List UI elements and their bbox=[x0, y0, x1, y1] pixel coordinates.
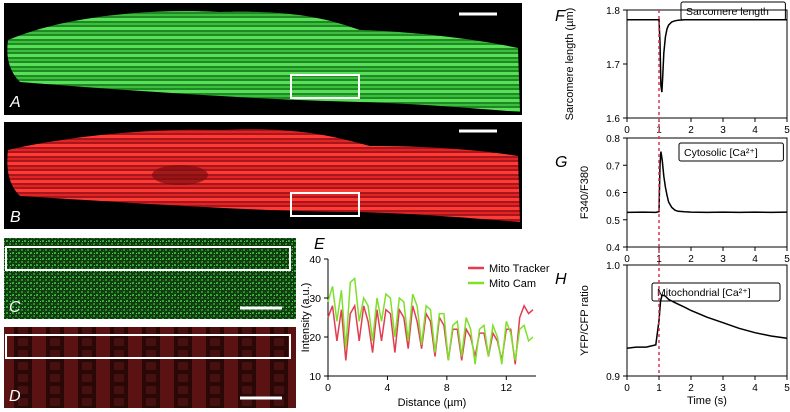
panel-e-x-tick-label: 4 bbox=[385, 382, 391, 394]
panel-h-chart: 0 1 2 3 4 5 0.9 1.0 YFP/CFP ratio Time (s) Mitocho… bbox=[579, 261, 790, 407]
panel-g-annotation-box bbox=[678, 142, 784, 162]
panel-g-annotation-text: Cytosolic [Ca²⁺] bbox=[684, 147, 758, 159]
panel-g-x-tick-label: 3 bbox=[720, 254, 726, 265]
panel-f-y-tick-label: 1.8 bbox=[606, 6, 620, 17]
panel-f-x-tick-label: 3 bbox=[720, 125, 726, 136]
panel-f-annotation-text: Sarcomere length bbox=[686, 6, 769, 18]
panel-e-series-mito-cam bbox=[327, 276, 534, 365]
panel-e-y-axis-label: Intensity (a.u.) bbox=[300, 283, 312, 353]
panel-b-roi-box bbox=[290, 192, 360, 217]
panel-e-x-tick-label: 8 bbox=[444, 382, 450, 394]
panel-g-x-tick-label: 2 bbox=[688, 254, 694, 265]
panel-e-legend-label: Mito Cam bbox=[489, 278, 536, 290]
panel-h-label: H bbox=[555, 271, 567, 288]
panel-g-x-tick-label: 0 bbox=[624, 254, 630, 265]
panel-g-label: G bbox=[555, 154, 567, 171]
panel-a-roi-box bbox=[290, 74, 360, 99]
panel-e-label: E bbox=[314, 236, 325, 253]
panel-e-x-axis-label: Distance (µm) bbox=[398, 397, 467, 409]
panel-f-x-tick-label: 2 bbox=[688, 125, 694, 136]
panel-g-chart: 0 1 2 3 4 5 0.4 0.5 0.6 0.7 0.8 F340/F380 Cytosolic … bbox=[579, 134, 790, 265]
panel-f-x-tick-label: 4 bbox=[752, 125, 758, 136]
panel-d-image: D bbox=[4, 327, 296, 408]
panel-b-label: B bbox=[10, 209, 21, 226]
panel-f-y-tick-label: 1.7 bbox=[606, 60, 620, 71]
panel-g-y-tick-label: 0.4 bbox=[606, 243, 620, 254]
panel-h-y-axis-label: YFP/CFP ratio bbox=[579, 285, 591, 356]
panel-f-x-tick-label: 5 bbox=[784, 125, 790, 136]
panel-h-annotation-text: Mitochondrial [Ca²⁺] bbox=[657, 287, 751, 299]
panel-h-x-tick-label: 3 bbox=[720, 383, 726, 394]
panel-a-image: A bbox=[4, 3, 522, 115]
panel-h-x-tick-label: 2 bbox=[688, 383, 694, 394]
panel-f-plot-frame bbox=[626, 9, 788, 119]
panel-f-annotation-box bbox=[680, 1, 786, 21]
panel-f-y-axis-label: Sarcomere length (µm) bbox=[564, 8, 576, 121]
panel-f-y-tick-label: 1.6 bbox=[606, 114, 620, 125]
panel-c-image: C bbox=[4, 238, 296, 319]
panel-h-x-axis-label: Time (s) bbox=[687, 395, 727, 407]
panel-h-x-tick-label: 1 bbox=[656, 383, 662, 394]
panel-h-annotation-box bbox=[651, 282, 781, 302]
panel-h-y-tick-label: 0.9 bbox=[606, 372, 620, 383]
panel-h-y-tick-label: 1.0 bbox=[606, 261, 620, 272]
panel-f-label: F bbox=[555, 8, 566, 25]
panel-g-y-tick-label: 0.6 bbox=[606, 189, 620, 200]
panel-d-label: D bbox=[9, 388, 21, 405]
panel-g-x-tick-label: 4 bbox=[752, 254, 758, 265]
panel-e-x-tick-label: 12 bbox=[500, 382, 512, 394]
panel-g-y-tick-label: 0.7 bbox=[606, 161, 620, 172]
panel-c-roi-box bbox=[5, 246, 291, 271]
panel-g-x-tick-label: 5 bbox=[784, 254, 790, 265]
panel-e-legend-label: Mito Tracker bbox=[489, 263, 550, 275]
panel-e-y-tick-label: 20 bbox=[309, 332, 321, 344]
panel-g-y-axis-label: F340/F380 bbox=[579, 166, 591, 219]
panel-c-label: C bbox=[9, 299, 21, 316]
panel-f-x-tick-label: 0 bbox=[624, 125, 630, 136]
panel-h-x-tick-label: 0 bbox=[624, 383, 630, 394]
panel-h-x-tick-label: 5 bbox=[784, 383, 790, 394]
panel-g-y-tick-label: 0.8 bbox=[606, 134, 620, 145]
panel-g-series-0 bbox=[626, 151, 788, 214]
panel-h-plot-frame bbox=[626, 264, 788, 377]
panel-h-series-0 bbox=[626, 294, 788, 349]
panel-h-x-tick-label: 4 bbox=[752, 383, 758, 394]
panel-d-roi-box bbox=[5, 334, 291, 359]
panel-g-x-tick-label: 1 bbox=[656, 254, 662, 265]
panel-a-label: A bbox=[9, 94, 21, 111]
panel-g-y-tick-label: 0.5 bbox=[606, 216, 620, 227]
panel-e-y-tick-label: 30 bbox=[309, 293, 321, 305]
panel-b-image: B bbox=[4, 122, 522, 229]
panel-e-x-tick-label: 0 bbox=[325, 382, 331, 394]
panel-e-y-tick-label: 40 bbox=[309, 254, 321, 266]
panel-e-chart: 0 4 8 12 10 20 30 40 Intensity (a.u.) Distance (µ… bbox=[300, 254, 550, 409]
panel-f-series-0 bbox=[627, 18, 787, 93]
panel-e-y-tick-label: 10 bbox=[309, 371, 321, 383]
